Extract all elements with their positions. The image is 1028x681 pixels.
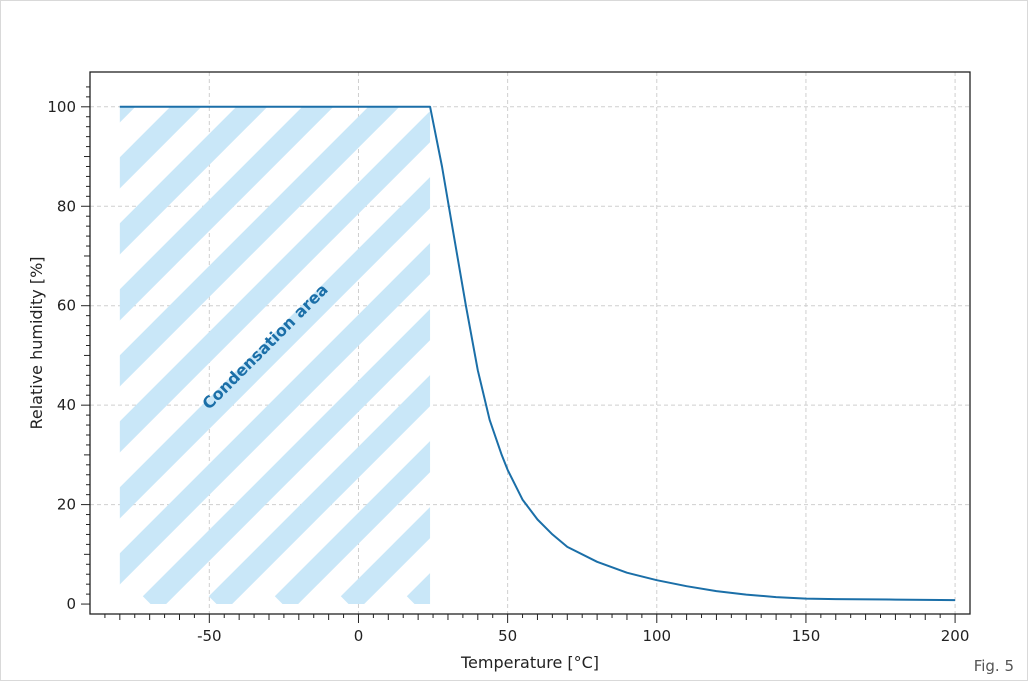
hatch-stripe	[340, 507, 431, 605]
x-tick-label: 0	[354, 627, 364, 645]
series	[119, 105, 956, 602]
y-tick-label: 0	[66, 595, 76, 613]
x-tick-label: 200	[941, 627, 970, 645]
x-axis-label: Temperature [°C]	[460, 653, 599, 672]
hatch-stripe	[119, 243, 431, 585]
y-tick-label: 40	[57, 396, 76, 414]
y-tick-label: 60	[57, 297, 76, 315]
hatch-stripe	[119, 106, 334, 321]
hatch-stripe	[119, 177, 431, 519]
x-tick-label: 150	[792, 627, 821, 645]
plot-border	[89, 71, 971, 615]
x-tick-label: 50	[498, 627, 517, 645]
axes	[81, 71, 971, 623]
hatch-stripe	[119, 106, 268, 255]
hatch-stripe	[208, 375, 431, 605]
y-axis-label: Relative humidity [%]	[27, 256, 46, 429]
humidity-curve	[119, 105, 956, 602]
hatch-stripe	[119, 106, 400, 387]
y-tick-label: 80	[57, 197, 76, 215]
y-tick-label: 20	[57, 496, 76, 514]
figure-label: Fig. 5	[973, 657, 1014, 675]
hatch-stripe	[481, 0, 1028, 604]
hatch-stripe	[406, 573, 431, 605]
x-tick-label: -50	[197, 627, 222, 645]
y-tick-label: 100	[47, 98, 76, 116]
condensation-area-hatch	[119, 0, 1028, 605]
x-tick-label: 100	[642, 627, 671, 645]
hatch-stripe	[119, 111, 431, 453]
hatch-stripe	[142, 309, 431, 605]
hatch-stripe	[274, 441, 431, 605]
